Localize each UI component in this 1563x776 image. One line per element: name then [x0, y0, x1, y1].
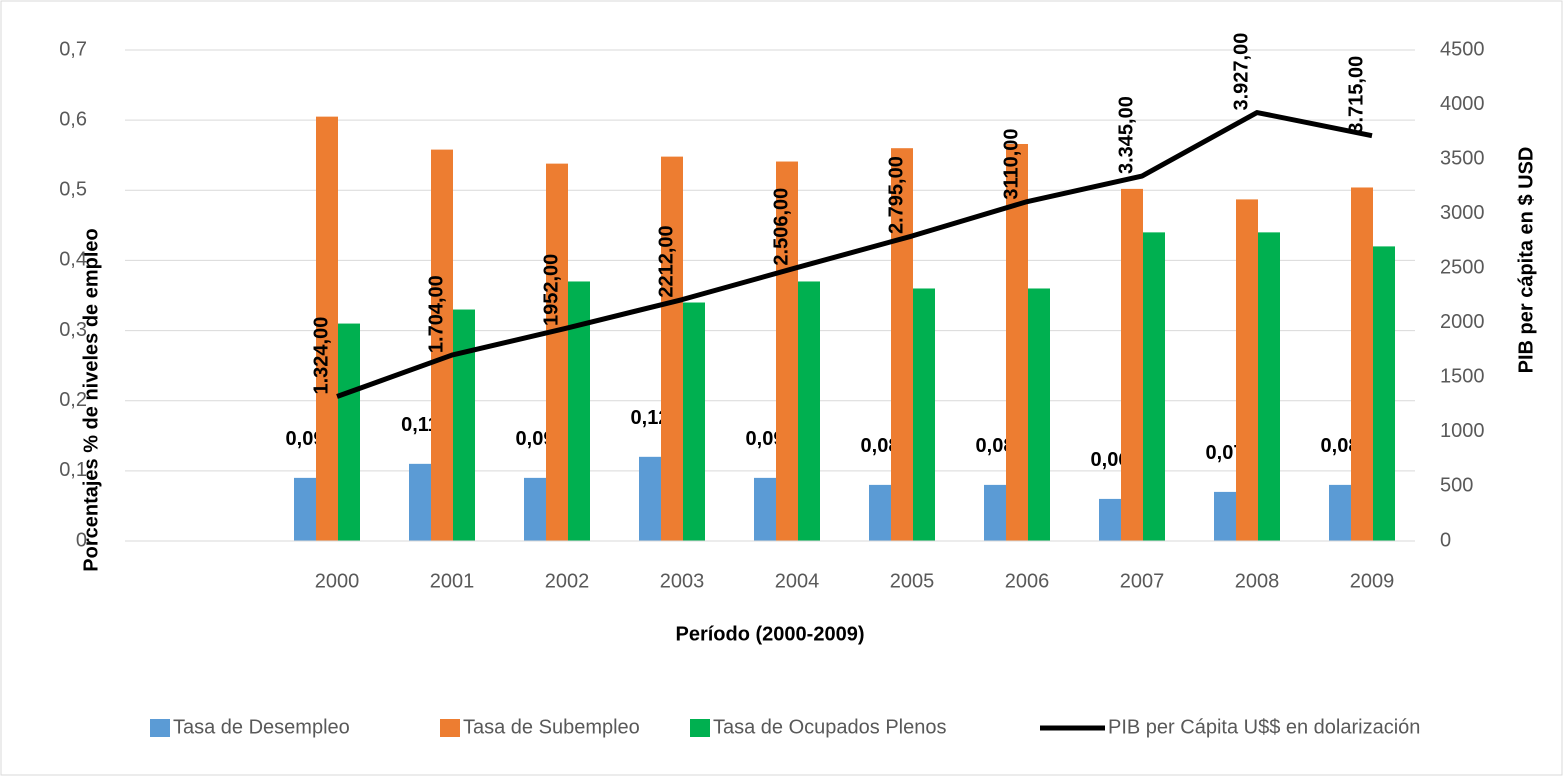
y2-tick-label: 3500 [1440, 147, 1485, 169]
bar [1351, 187, 1373, 542]
x-tick-label: 2007 [1120, 570, 1165, 592]
data-label: 1.704,00 [425, 275, 447, 353]
data-label: 0,12 [631, 407, 670, 429]
bar [1373, 246, 1395, 541]
y-tick-label: 0,1 [59, 459, 87, 481]
bar [338, 323, 360, 541]
y2-tick-label: 2500 [1440, 257, 1485, 279]
data-label: 3110,00 [1000, 128, 1022, 199]
line [336, 110, 1373, 399]
y-tick-label: 0,3 [59, 319, 87, 341]
legend-label: Tasa de Subempleo [463, 716, 640, 738]
y2-tick-label: 0 [1440, 529, 1451, 551]
x-tick-label: 2008 [1235, 570, 1280, 592]
data-label: 0,08 [861, 435, 900, 457]
legend-swatch [150, 719, 170, 737]
bar [1143, 232, 1165, 541]
bar [294, 477, 316, 541]
y2-tick-label: 500 [1440, 475, 1473, 497]
x-axis-title: Período (2000-2009) [676, 623, 865, 645]
x-tick-label: 2002 [545, 570, 590, 592]
bar [1028, 288, 1050, 541]
bar [776, 161, 798, 541]
data-label: 3.345,00 [1115, 96, 1137, 174]
bar [431, 149, 453, 542]
bar [1121, 188, 1143, 541]
legend-label: PIB per Cápita U$$ en dolarización [1108, 716, 1420, 738]
bar [913, 288, 935, 541]
y2-tick-label: 2000 [1440, 311, 1485, 333]
bar [1236, 199, 1258, 541]
data-label: 0,08 [976, 435, 1015, 457]
data-label: 2.506,00 [770, 188, 792, 266]
bar [453, 309, 475, 541]
x-tick-label: 2009 [1350, 570, 1395, 592]
bar [1214, 491, 1236, 541]
y-tick-label: 0,5 [59, 179, 87, 201]
y-tick-label: 0 [76, 529, 87, 551]
bar [984, 484, 1006, 541]
y2-tick-label: 4000 [1440, 93, 1485, 115]
bar [1329, 484, 1351, 541]
bar [524, 477, 546, 541]
bar [546, 163, 568, 542]
x-tick-label: 2005 [890, 570, 935, 592]
data-label: 2212,00 [655, 225, 677, 297]
y2-tick-label: 4500 [1440, 38, 1485, 60]
data-label: 0,09 [516, 428, 555, 450]
bar [1006, 143, 1028, 541]
y-tick-label: 0,6 [59, 108, 87, 130]
bar [409, 463, 431, 541]
bar [316, 116, 338, 541]
bar [1099, 498, 1121, 541]
y-tick-label: 0,2 [59, 389, 87, 411]
data-label: 0,06 [1091, 449, 1130, 471]
x-tick-label: 2003 [660, 570, 705, 592]
x-tick-label: 2004 [775, 570, 820, 592]
bar [683, 302, 705, 541]
data-label: 0,09 [286, 428, 325, 450]
legend-label: Tasa de Desempleo [173, 716, 350, 738]
y2-tick-label: 1500 [1440, 366, 1485, 388]
bar [639, 456, 661, 541]
bar [1258, 232, 1280, 541]
bar [869, 484, 891, 541]
y2-tick-label: 3000 [1440, 202, 1485, 224]
bar [754, 477, 776, 541]
x-tick-label: 2000 [315, 570, 360, 592]
y-axis-title: Porcentajes % de niveles de empleo [80, 228, 102, 571]
y2-axis-title: PIB per cápita en $ USD [1515, 147, 1537, 374]
data-label: 0,09 [746, 428, 785, 450]
legend-swatch [690, 719, 710, 737]
data-label: 3.715,00 [1345, 56, 1367, 134]
legend-label: Tasa de Ocupados Plenos [713, 716, 947, 738]
x-tick-label: 2006 [1005, 570, 1050, 592]
data-label: 0,08 [1321, 435, 1360, 457]
legend-swatch [440, 719, 460, 737]
data-label: 2.795,00 [885, 156, 907, 234]
bar [798, 281, 820, 541]
data-label: 3.927,00 [1230, 33, 1252, 111]
data-label: 1.324,00 [310, 317, 332, 395]
bar [891, 148, 913, 541]
bar [568, 281, 590, 541]
data-label: 0,11 [401, 414, 439, 436]
data-label: 0,07 [1206, 442, 1245, 464]
data-label: 1952,00 [540, 254, 562, 326]
x-tick-label: 2001 [430, 570, 475, 592]
y-tick-label: 0,4 [59, 249, 87, 271]
bar [661, 156, 683, 542]
y-tick-label: 0,7 [59, 38, 87, 60]
y2-tick-label: 1000 [1440, 420, 1485, 442]
